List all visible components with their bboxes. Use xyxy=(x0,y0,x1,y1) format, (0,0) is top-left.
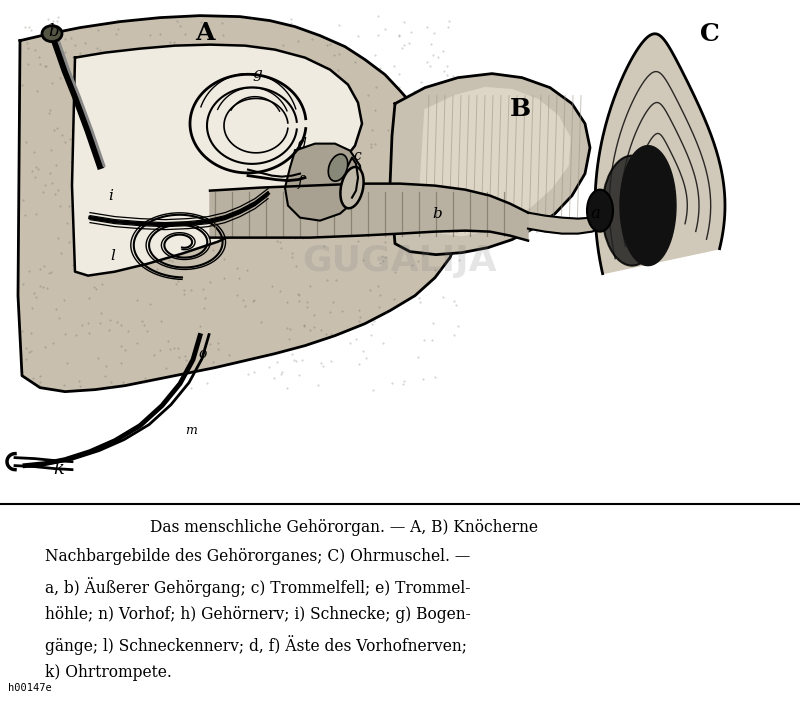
Text: a, b) Äußerer Gehörgang; c) Trommelfell; e) Trommel-: a, b) Äußerer Gehörgang; c) Trommelfell;… xyxy=(45,577,470,597)
Polygon shape xyxy=(418,87,570,235)
Text: i: i xyxy=(108,188,113,203)
Polygon shape xyxy=(390,74,590,255)
Text: l: l xyxy=(110,249,115,262)
Text: Das menschliche Gehörorgan. — A, B) Knöcherne: Das menschliche Gehörorgan. — A, B) Knöc… xyxy=(150,519,538,536)
Text: B: B xyxy=(510,97,531,121)
Text: f: f xyxy=(298,175,303,188)
Text: d: d xyxy=(298,137,307,151)
Text: b: b xyxy=(432,207,442,220)
Text: A: A xyxy=(195,21,214,45)
Polygon shape xyxy=(210,183,528,240)
Text: o: o xyxy=(198,347,206,360)
Polygon shape xyxy=(528,213,600,234)
Polygon shape xyxy=(285,144,362,220)
Text: h00147e: h00147e xyxy=(8,683,52,693)
Text: GUGALIJA: GUGALIJA xyxy=(302,244,498,277)
Ellipse shape xyxy=(602,156,662,266)
Ellipse shape xyxy=(328,154,348,181)
Text: b: b xyxy=(48,23,58,40)
Polygon shape xyxy=(620,146,676,266)
Ellipse shape xyxy=(42,26,62,42)
Text: Nachbargebilde des Gehörorganes; C) Ohrmuschel. —: Nachbargebilde des Gehörorganes; C) Ohrm… xyxy=(45,548,470,565)
Text: höhle; n) Vorhof; h) Gehörnerv; i) Schnecke; g) Bogen-: höhle; n) Vorhof; h) Gehörnerv; i) Schne… xyxy=(45,606,470,623)
Ellipse shape xyxy=(340,167,364,208)
Text: k: k xyxy=(53,459,64,478)
Polygon shape xyxy=(18,16,460,392)
Polygon shape xyxy=(595,34,725,274)
Text: c: c xyxy=(353,149,361,163)
Text: gänge; l) Schneckennerv; d, f) Äste des Vorhofnerven;: gänge; l) Schneckennerv; d, f) Äste des … xyxy=(45,635,467,655)
Text: a: a xyxy=(590,205,600,222)
Polygon shape xyxy=(72,45,362,276)
Text: g: g xyxy=(252,67,262,80)
Text: C: C xyxy=(700,21,720,46)
Text: m: m xyxy=(185,424,197,437)
Text: k) Ohrtrompete.: k) Ohrtrompete. xyxy=(45,664,172,681)
Ellipse shape xyxy=(587,190,613,232)
